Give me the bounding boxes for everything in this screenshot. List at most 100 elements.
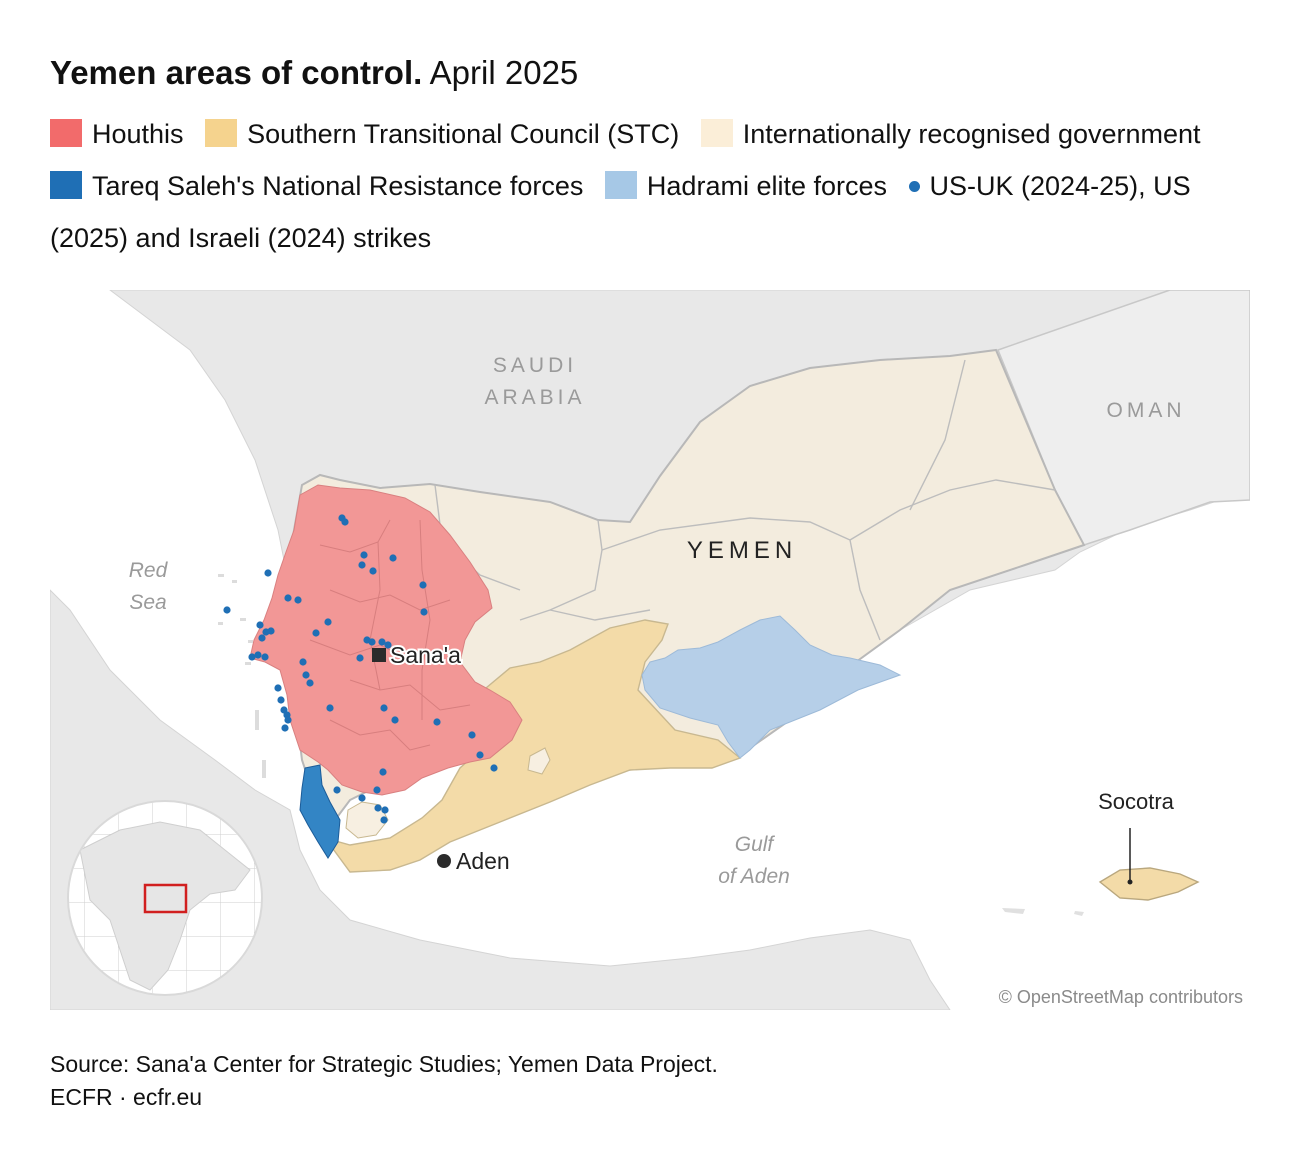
strike-point <box>312 629 320 637</box>
strike-point <box>360 551 368 559</box>
strike-point <box>389 554 397 562</box>
aden-marker-icon <box>437 854 451 868</box>
strike-point <box>261 653 269 661</box>
legend-item-hadrami: Hadrami elite forces <box>604 160 888 212</box>
strike-point <box>302 671 310 679</box>
strike-point <box>277 696 285 704</box>
strike-point <box>274 684 282 692</box>
legend-swatch <box>50 171 82 199</box>
globe-land <box>79 821 251 991</box>
label-saudi-arabia: SAUDI <box>493 354 577 377</box>
strike-point <box>324 618 332 626</box>
region-tareq-saleh <box>299 764 341 859</box>
label-gulf-of-aden-2: of Aden <box>718 865 790 888</box>
map-title: Yemen areas of control. April 2025 <box>50 54 578 92</box>
label-saudi-arabia-2: ARABIA <box>484 386 585 409</box>
strike-point <box>267 627 275 635</box>
red-sea-islands <box>218 574 266 778</box>
strike-point <box>358 794 366 802</box>
strike-point <box>284 716 292 724</box>
strike-point <box>391 716 399 724</box>
strike-point <box>326 704 334 712</box>
strike-points <box>223 514 498 824</box>
legend-item-stc: Southern Transitional Council (STC) <box>205 108 679 160</box>
label-oman: OMAN <box>1107 399 1186 422</box>
source-note: Source: Sana'a Center for Strategic Stud… <box>50 1048 718 1114</box>
label-gulf-of-aden: Gulf <box>735 833 776 856</box>
governorate-borders <box>434 359 1056 641</box>
region-government-lahij <box>527 747 551 775</box>
strike-point <box>368 638 376 646</box>
strike-point <box>380 816 388 824</box>
strike-point <box>294 596 302 604</box>
legend-swatch <box>604 171 637 199</box>
legend-item-houthis: Houthis <box>50 108 184 160</box>
legend-label: Internationally recognised government <box>742 119 1201 149</box>
strike-point <box>374 804 382 812</box>
strike-point <box>223 606 231 614</box>
houthi-district-borders <box>309 519 471 751</box>
strike-point <box>248 653 256 661</box>
strike-point <box>341 518 349 526</box>
strike-point <box>356 654 364 662</box>
legend-label: Houthis <box>92 119 184 149</box>
strike-point <box>306 679 314 687</box>
city-aden: Aden <box>437 846 512 876</box>
socotra-label: Socotra <box>1098 789 1175 814</box>
strike-point <box>264 569 272 577</box>
strike-point <box>369 567 377 575</box>
region-stc <box>323 619 742 873</box>
strike-point <box>381 806 389 814</box>
legend-swatch <box>50 119 82 147</box>
strike-point <box>420 608 428 616</box>
publisher-line: ECFR · ecfr.eu <box>50 1084 203 1110</box>
region-houthis <box>249 484 523 796</box>
legend-item-tareq-saleh: Tareq Saleh's National Resistance forces <box>50 160 583 212</box>
attribution: © OpenStreetMap contributors <box>999 987 1243 1007</box>
legend-label: Hadrami elite forces <box>646 171 888 201</box>
locator-globe <box>67 800 263 996</box>
title-date: April 2025 <box>429 54 579 91</box>
strike-point <box>258 634 266 642</box>
legend-swatch <box>700 119 733 147</box>
socotra-islet <box>1002 908 1084 916</box>
legend: Houthis Southern Transitional Council (S… <box>50 108 1250 264</box>
strike-point <box>468 731 476 739</box>
label-red-sea: Red <box>129 559 169 582</box>
aden-label: Aden <box>456 848 510 874</box>
legend-label: US-UK (2024-25), US (2025) and Israeli (… <box>50 171 1191 253</box>
strike-point <box>476 751 484 759</box>
city-sanaa: Sana'a <box>372 640 463 670</box>
strike-point <box>256 621 264 629</box>
strike-point <box>380 704 388 712</box>
legend-label: Tareq Saleh's National Resistance forces <box>92 171 584 201</box>
strike-point <box>284 594 292 602</box>
legend-item-strikes: US-UK (2024-25), US (2025) and Israeli (… <box>50 171 1191 253</box>
socotra-callout: Socotra <box>1098 789 1175 885</box>
strike-point <box>254 651 262 659</box>
strike-point <box>433 718 441 726</box>
africa-land <box>50 589 951 1010</box>
title-bold: Yemen areas of control. <box>50 54 423 91</box>
source-line: Source: Sana'a Center for Strategic Stud… <box>50 1051 718 1077</box>
region-hadrami <box>641 615 902 759</box>
strike-point <box>490 764 498 772</box>
map-labels: SAUDI ARABIA OMAN YEMEN Red Sea Gulf of … <box>129 354 1186 888</box>
strike-point <box>373 786 381 794</box>
label-yemen: YEMEN <box>687 537 797 564</box>
strike-point <box>281 724 289 732</box>
sanaa-marker-icon <box>372 648 386 662</box>
legend-item-government: Internationally recognised government <box>700 108 1201 160</box>
legend-strike-dot-icon <box>908 181 920 192</box>
socotra-marker-icon <box>1127 879 1133 885</box>
legend-swatch <box>205 119 238 147</box>
strike-point <box>384 641 392 649</box>
legend-label: Southern Transitional Council (STC) <box>247 119 680 149</box>
label-red-sea-2: Sea <box>129 591 166 614</box>
strike-point <box>299 658 307 666</box>
locator-box <box>143 883 188 914</box>
strike-point <box>419 581 427 589</box>
strike-point <box>378 638 386 646</box>
strike-point <box>358 561 366 569</box>
strike-point <box>333 786 341 794</box>
